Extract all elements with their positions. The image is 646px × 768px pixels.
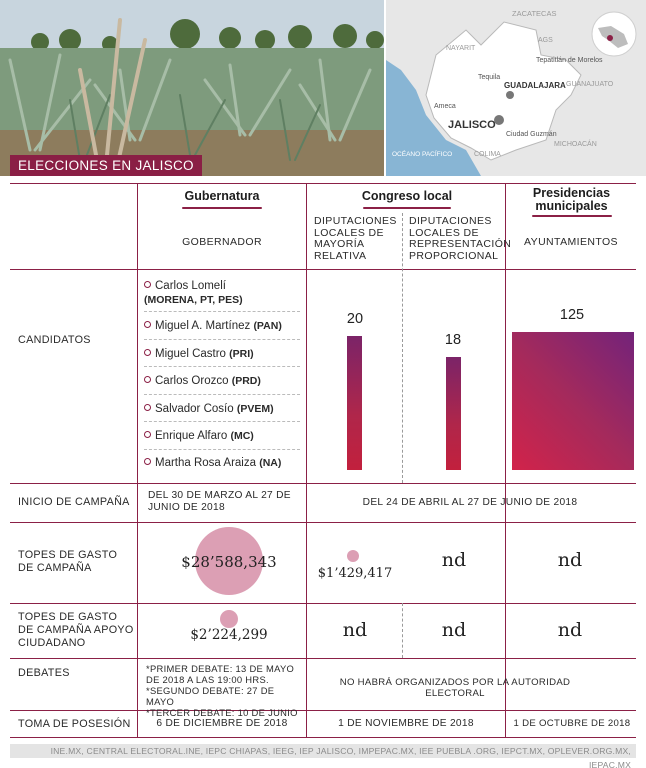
debates-resto: NO HABRÁ ORGANIZADOS POR LA AUTORIDAD EL…: [339, 677, 571, 699]
bullet-icon: [144, 321, 151, 328]
bullet-icon: [144, 349, 151, 356]
candidate-separator: [144, 421, 300, 422]
page-title: ELECCIONES EN JALISCO: [10, 155, 202, 176]
column-divider: [306, 183, 307, 737]
debates-gubernatura: *PRIMER DEBATE: 13 DE MAYO DE 2018 A LAS…: [146, 663, 298, 718]
candidate-separator: [144, 339, 300, 340]
map-label-michoacan: MICHOACÁN: [554, 139, 597, 148]
row-divider: [10, 522, 636, 523]
bullet-icon: [144, 431, 151, 438]
map-label-nayarit: NAYARIT: [446, 45, 476, 52]
row-divider: [10, 710, 636, 711]
row-label-topes: TOPES DE GASTO DE CAMPAÑA: [18, 549, 118, 574]
candidate-item: Martha Rosa Araiza (NA): [144, 456, 300, 470]
map-label-zacatecas: ZACATECAS: [512, 9, 556, 18]
header-underline: [363, 207, 451, 209]
map-label-guadalajara: GUADALAJARA: [504, 81, 566, 90]
candidate-item: Salvador Cosío (PVEM): [144, 402, 300, 416]
tope-ayuntamientos: nd: [557, 549, 583, 571]
map-label-oceano: OCÉANO PACÍFICO: [392, 149, 452, 158]
row-divider: [10, 737, 636, 738]
tope-mayoria: $1’429,417: [317, 566, 393, 581]
agave-field-photo: [0, 0, 384, 176]
tope-apoyo-mayoria: nd: [342, 619, 368, 641]
tope-apoyo-circle-gubernatura: [220, 610, 238, 628]
bar-ayuntamientos: [512, 332, 634, 470]
table-top-rule: [10, 183, 636, 184]
map-label-ciudad-guzman: Ciudad Guzmán: [506, 131, 557, 138]
tope-gubernatura: $28’588,343: [181, 553, 277, 571]
dashed-divider: [402, 213, 403, 483]
toma-gubernatura: 6 DE DICIEMBRE DE 2018: [156, 718, 288, 729]
candidate-separator: [144, 311, 300, 312]
map-label-ameca: Ameca: [434, 103, 456, 110]
row-divider: [10, 483, 636, 484]
candidate-separator: [144, 449, 300, 450]
subheader-ayuntamientos: AYUNTAMIENTOS: [524, 236, 618, 248]
row-divider: [10, 603, 636, 604]
map-label-tepatitlan: Tepatitlán de Morelos: [536, 57, 603, 64]
row-label-topes-apoyo: TOPES DE GASTO DE CAMPAÑA APOYO CIUDADAN…: [18, 611, 134, 649]
bullet-icon: [144, 376, 151, 383]
toma-ayuntamientos: 1 DE OCTUBRE DE 2018: [513, 718, 631, 729]
candidate-item: Miguel Castro (PRI): [144, 347, 300, 361]
column-divider: [505, 183, 506, 737]
map-label-tequila: Tequila: [478, 74, 500, 81]
candidate-separator: [144, 366, 300, 367]
tope-apoyo-ayuntamientos: nd: [557, 619, 583, 641]
jalisco-map: ZACATECAS NAYARIT AGS Tepatitlán de More…: [386, 0, 646, 176]
inicio-gubernatura: DEL 30 DE MARZO AL 27 DE JUNIO DE 2018: [148, 490, 291, 513]
count-representacion: 18: [444, 332, 462, 349]
map-label-guanajuato: GUANAJUATO: [566, 81, 614, 88]
subheader-mayoria: DIPUTACIONES LOCALES DE MAYORÍA RELATIVA: [314, 215, 397, 262]
header-presidencias: Presidencias municipales: [515, 187, 628, 217]
bullet-icon: [144, 458, 151, 465]
bar-representacion: [446, 357, 461, 470]
column-divider: [137, 183, 138, 737]
tope-representacion: nd: [441, 549, 467, 571]
row-label-candidatos: CANDIDATOS: [18, 334, 91, 346]
candidate-item: Carlos Lomelí (MORENA, PT, PES): [144, 280, 243, 306]
header-congreso: Congreso local: [340, 189, 474, 209]
header-underline: [531, 215, 612, 217]
tope-apoyo-representacion: nd: [441, 619, 467, 641]
dashed-divider: [402, 603, 403, 658]
bullet-icon: [144, 281, 151, 288]
row-divider: [10, 269, 636, 270]
header-underline: [182, 207, 262, 209]
map-label-jalisco: JALISCO: [448, 119, 496, 131]
count-mayoria: 20: [346, 311, 364, 327]
candidate-separator: [144, 394, 300, 395]
bar-mayoria: [347, 336, 362, 470]
candidate-item: Enrique Alfaro (MC): [144, 429, 300, 443]
tope-circle-gubernatura: [195, 527, 263, 595]
map-label-ags: AGS: [538, 37, 553, 44]
subheader-gobernador: GOBERNADOR: [182, 236, 262, 248]
row-label-inicio: INICIO DE CAMPAÑA: [18, 496, 130, 508]
inicio-resto: DEL 24 DE ABRIL AL 27 DE JUNIO DE 2018: [362, 497, 578, 508]
row-label-debates: DEBATES: [18, 667, 70, 679]
candidate-item: Carlos Orozco (PRD): [144, 374, 300, 388]
subheader-representacion: DIPUTACIONES LOCALES DE REPRESENTACIÓN P…: [409, 215, 512, 262]
count-ayuntamientos: 125: [559, 307, 585, 323]
candidate-item: Miguel A. Martínez (PAN): [144, 319, 300, 333]
tope-apoyo-gubernatura: $2’224,299: [190, 627, 268, 643]
map-label-colima: COLIMA: [474, 151, 501, 158]
tope-circle-mayoria: [347, 550, 359, 562]
toma-congreso: 1 DE NOVIEMBRE DE 2018: [338, 718, 474, 729]
source-footer: INE.MX, CENTRAL ELECTORAL.INE, IEPC CHIA…: [10, 744, 636, 768]
row-divider: [10, 658, 636, 659]
bullet-icon: [144, 404, 151, 411]
row-label-toma: TOMA DE POSESIÓN: [18, 718, 131, 730]
agave-illustration: [0, 0, 384, 176]
header-gubernatura: Gubernatura: [150, 189, 294, 209]
